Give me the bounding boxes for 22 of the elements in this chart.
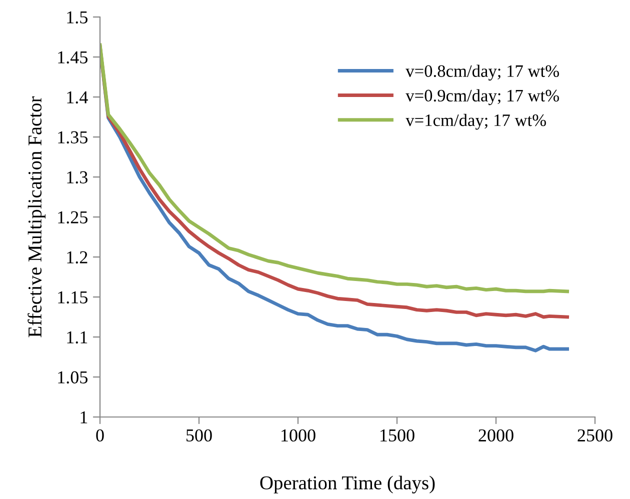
y-tick-label: 1 <box>80 411 88 424</box>
x-tick-label: 1000 <box>282 429 316 442</box>
y-tick-label: 1.3 <box>67 171 88 184</box>
y-tick-label: 1.25 <box>58 211 88 224</box>
x-tick-label: 1500 <box>380 429 414 442</box>
legend-label: v=0.9cm/day; 17 wt% <box>406 89 559 106</box>
x-tick-label: 2000 <box>478 429 514 442</box>
y-tick-label: 1.15 <box>58 291 88 304</box>
y-tick-label: 1.05 <box>58 371 88 384</box>
y-tick-label: 1.1 <box>67 331 88 344</box>
legend-label: v=0.8cm/day; 17 wt% <box>406 64 559 81</box>
x-tick-label: 500 <box>186 429 212 442</box>
y-tick-label: 1.35 <box>58 131 88 144</box>
y-tick-label: 1.4 <box>67 91 88 104</box>
y-tick-label: 1.2 <box>67 251 88 264</box>
y-tick-label: 1.5 <box>67 11 88 24</box>
y-tick-label: 1.45 <box>58 51 88 64</box>
x-tick-label: 2500 <box>578 429 612 442</box>
x-axis-title: Operation Time (days) <box>260 476 435 494</box>
legend-label: v=1cm/day; 17 wt% <box>406 114 546 130</box>
y-axis-title: Effective Multiplication Factor <box>28 96 46 338</box>
x-tick-label: 0 <box>96 429 104 442</box>
